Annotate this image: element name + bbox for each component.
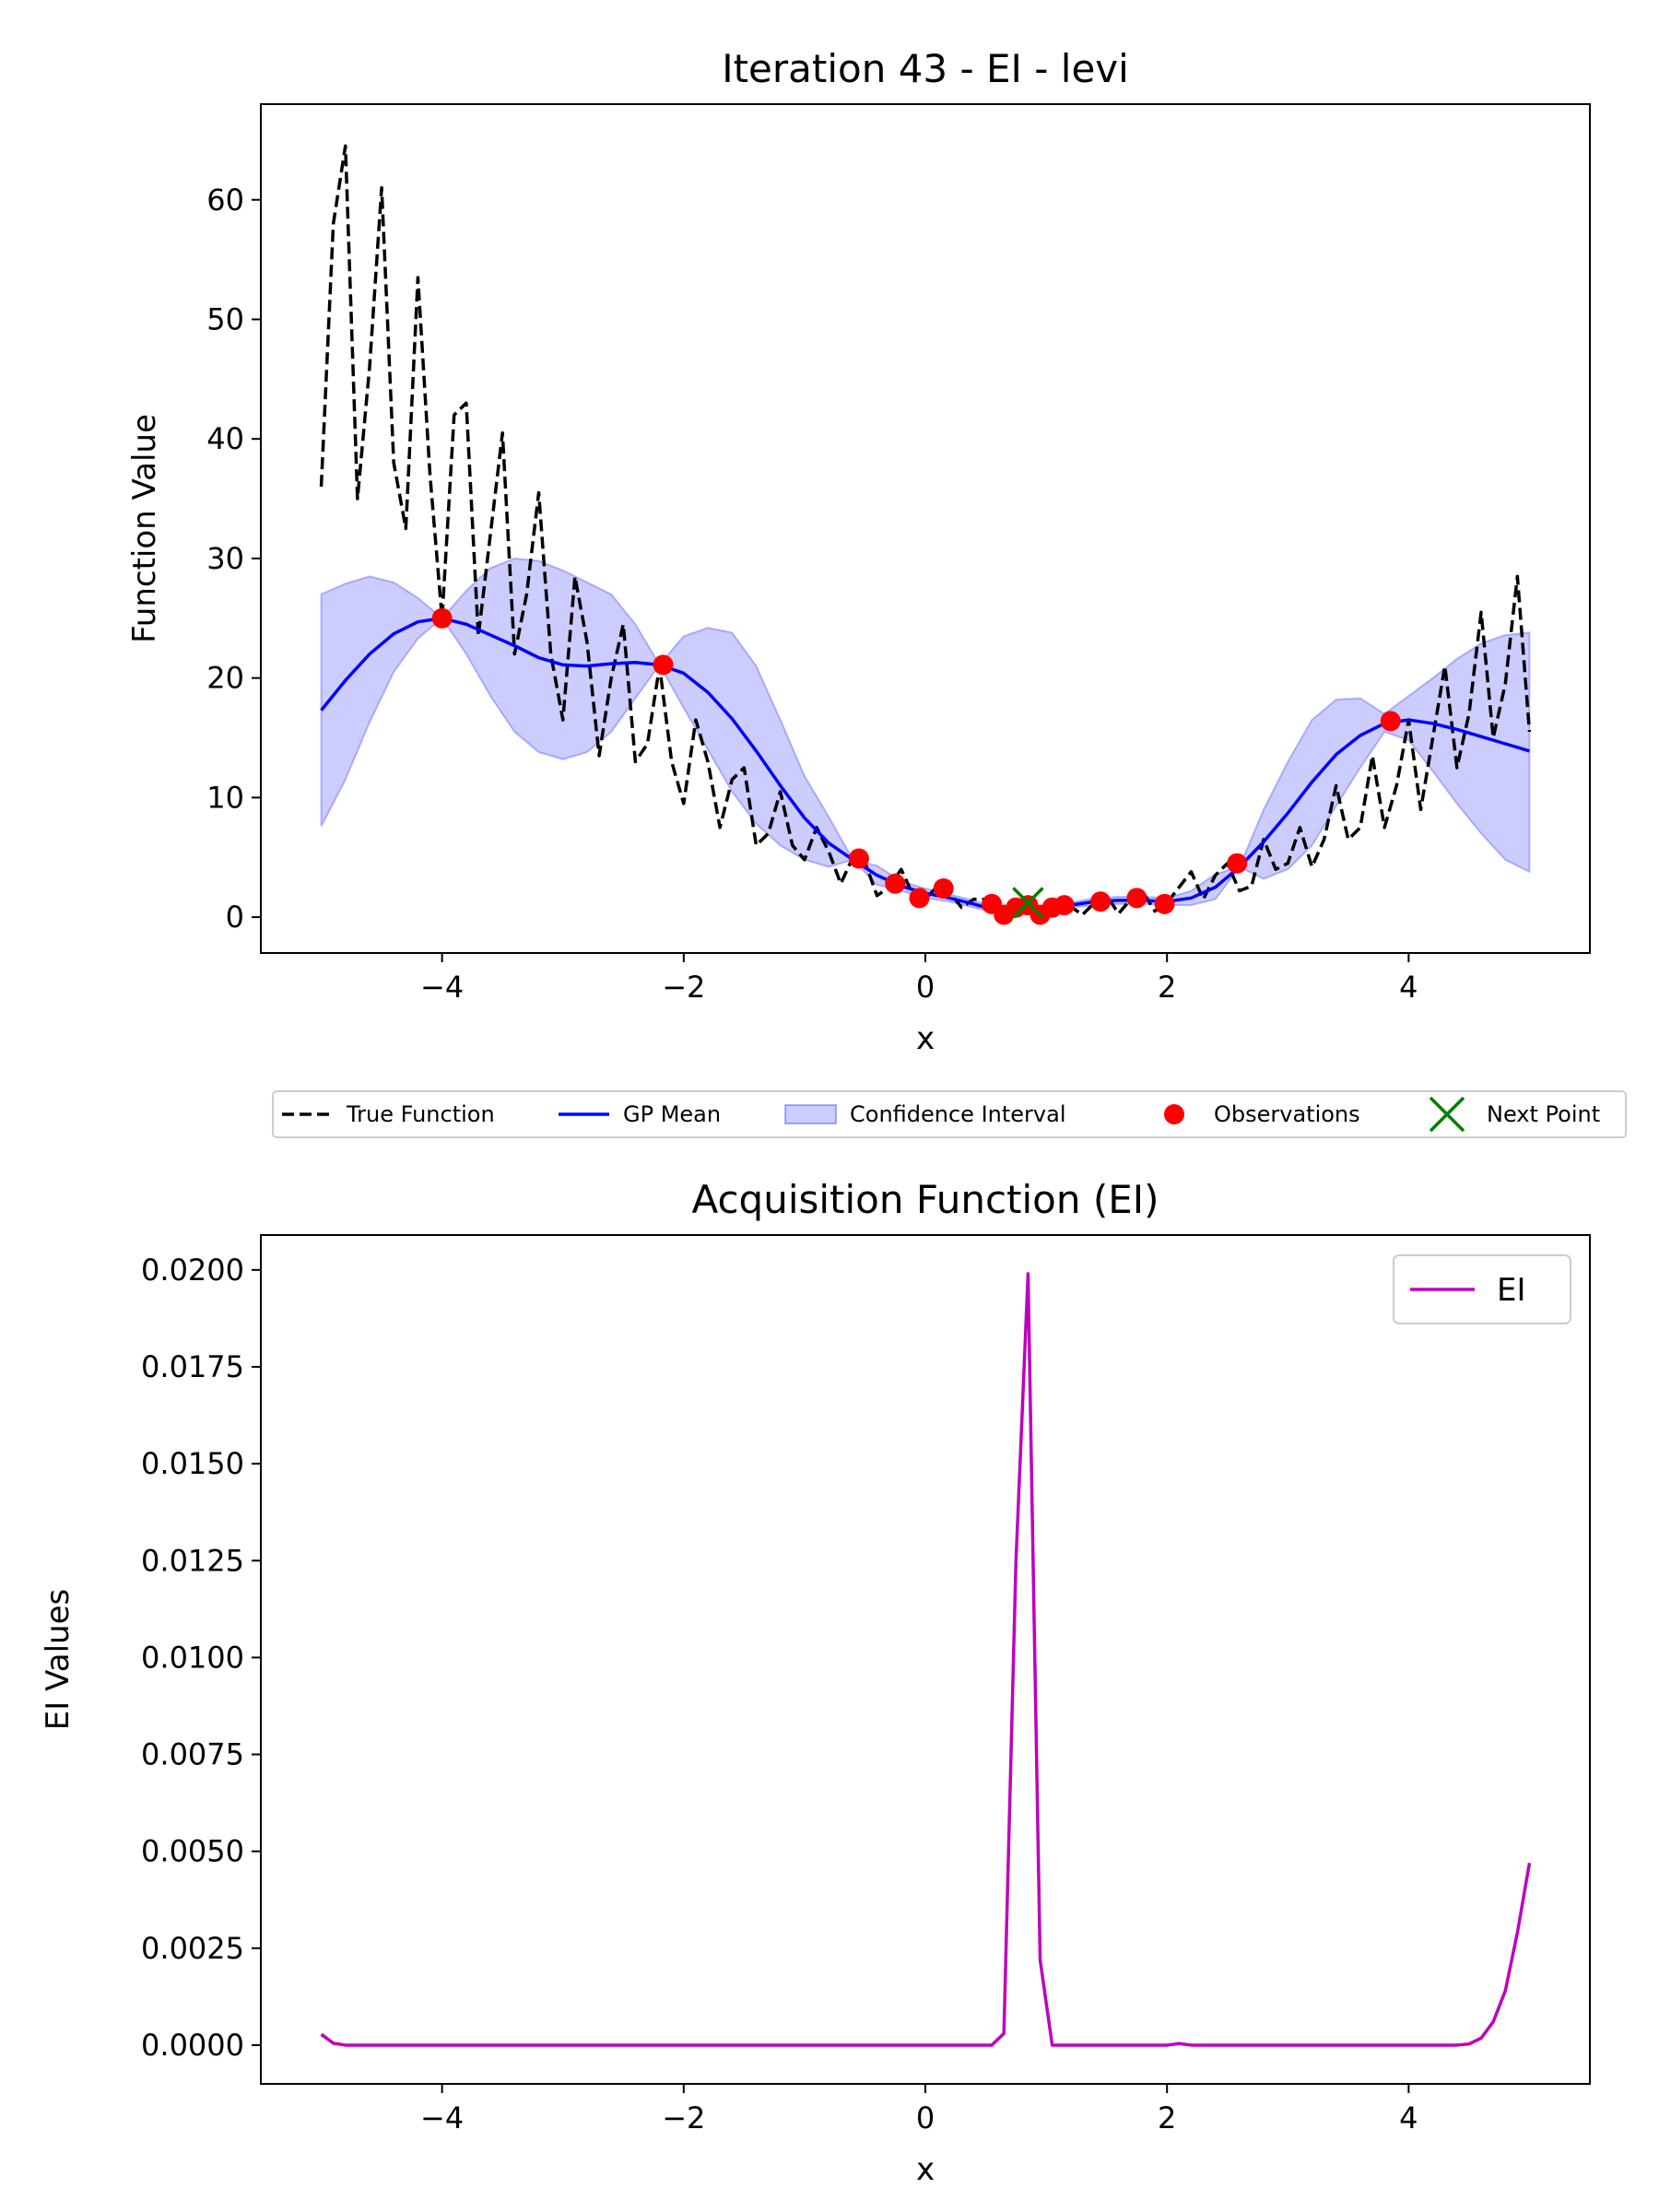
legend-item: Observations — [1164, 1101, 1360, 1127]
x-tick-label: 0 — [916, 2100, 935, 2136]
y-tick-label: 0.0050 — [141, 1834, 244, 1869]
y-tick-label: 0.0000 — [141, 2028, 244, 2063]
x-tick-label: 2 — [1158, 2100, 1176, 2136]
chart-title: Acquisition Function (EI) — [691, 1177, 1159, 1222]
legend-item: True Function — [282, 1101, 495, 1127]
next-point-marker — [1012, 887, 1044, 919]
y-tick-label: 60 — [206, 182, 244, 218]
plot-frame — [260, 103, 1591, 954]
observation-point — [431, 607, 453, 629]
y-tick-label: 0.0025 — [141, 1931, 244, 1966]
legend-frame — [1393, 1254, 1571, 1324]
x-tick-label: 4 — [1399, 2100, 1418, 2136]
observation-point — [1090, 891, 1112, 912]
observation-point — [1154, 893, 1175, 914]
observation-point — [1126, 888, 1147, 909]
legend-label: Observations — [1214, 1101, 1360, 1127]
observation-point — [653, 654, 674, 676]
x-tick-label: 2 — [1158, 970, 1176, 1005]
true-function-line — [319, 144, 1532, 918]
legend-frame — [272, 1090, 1627, 1138]
y-tick-label: 30 — [206, 541, 244, 576]
gp-plot: Iteration 43 - EI - levi−4 −2 0 2 4010203040… — [126, 46, 1591, 1057]
y-tick-label: 0.0200 — [141, 1253, 244, 1288]
x-axis-label: x — [916, 2151, 935, 2188]
gp-plot-area — [319, 144, 1532, 925]
y-tick-label: 10 — [206, 780, 244, 815]
confidence-interval-band — [320, 557, 1531, 916]
observation-point — [1053, 895, 1075, 916]
y-tick-label: 0 — [226, 900, 244, 935]
observation-point — [933, 877, 954, 899]
legend-item: Next Point — [1429, 1096, 1600, 1133]
y-tick-label: 40 — [206, 421, 244, 456]
y-tick-label: 20 — [206, 661, 244, 696]
legend-swatch — [784, 1104, 837, 1124]
legend-label: Confidence Interval — [850, 1101, 1065, 1127]
y-axis-label: Function Value — [126, 414, 163, 643]
x-tick-label: −2 — [662, 970, 705, 1005]
legend-swatch — [1164, 1104, 1184, 1124]
legend-item: EI — [1410, 1272, 1526, 1309]
legend-label: GP Mean — [623, 1101, 721, 1127]
legend-swatch — [1429, 1096, 1465, 1133]
observation-point — [1227, 853, 1248, 874]
y-tick-label: 0.0100 — [141, 1640, 244, 1675]
legend-label: True Function — [346, 1101, 495, 1127]
y-tick-label: 0.0075 — [141, 1737, 244, 1772]
x-tick-label: 4 — [1399, 970, 1418, 1005]
ei-plot-area — [320, 1272, 1532, 2047]
gp-legend: True Function GP Mean Confidence Interval O… — [272, 1090, 1627, 1138]
x-axis-label: x — [916, 1020, 935, 1057]
observation-point — [848, 848, 869, 869]
x-tick-label: −4 — [420, 970, 464, 1005]
legend-item: Confidence Interval — [784, 1101, 1065, 1127]
x-tick-label: −4 — [420, 2100, 464, 2136]
y-tick-label: 0.0175 — [141, 1349, 244, 1384]
observation-point — [1380, 711, 1401, 732]
legend-label: EI — [1497, 1272, 1526, 1309]
y-tick-label: 0.0150 — [141, 1446, 244, 1481]
observation-point — [909, 888, 930, 909]
ei-legend: EI — [1393, 1254, 1571, 1324]
y-tick-label: 50 — [206, 301, 244, 336]
x-tick-label: 0 — [916, 970, 935, 1005]
acquisition-plot: Acquisition Function (EI) −4 −2 0 2 4 0.0000 0.… — [40, 1177, 1591, 2188]
plot-frame — [260, 1234, 1591, 2085]
chart-title: Iteration 43 - EI - levi — [722, 46, 1129, 91]
y-tick-label: 0.0125 — [141, 1543, 244, 1578]
y-axis-label: EI Values — [40, 1589, 76, 1730]
ei-line — [320, 1272, 1532, 2047]
legend-item: GP Mean — [559, 1101, 721, 1127]
legend-label: Next Point — [1487, 1101, 1600, 1127]
x-tick-label: −2 — [662, 2100, 705, 2136]
observation-point — [885, 873, 906, 894]
